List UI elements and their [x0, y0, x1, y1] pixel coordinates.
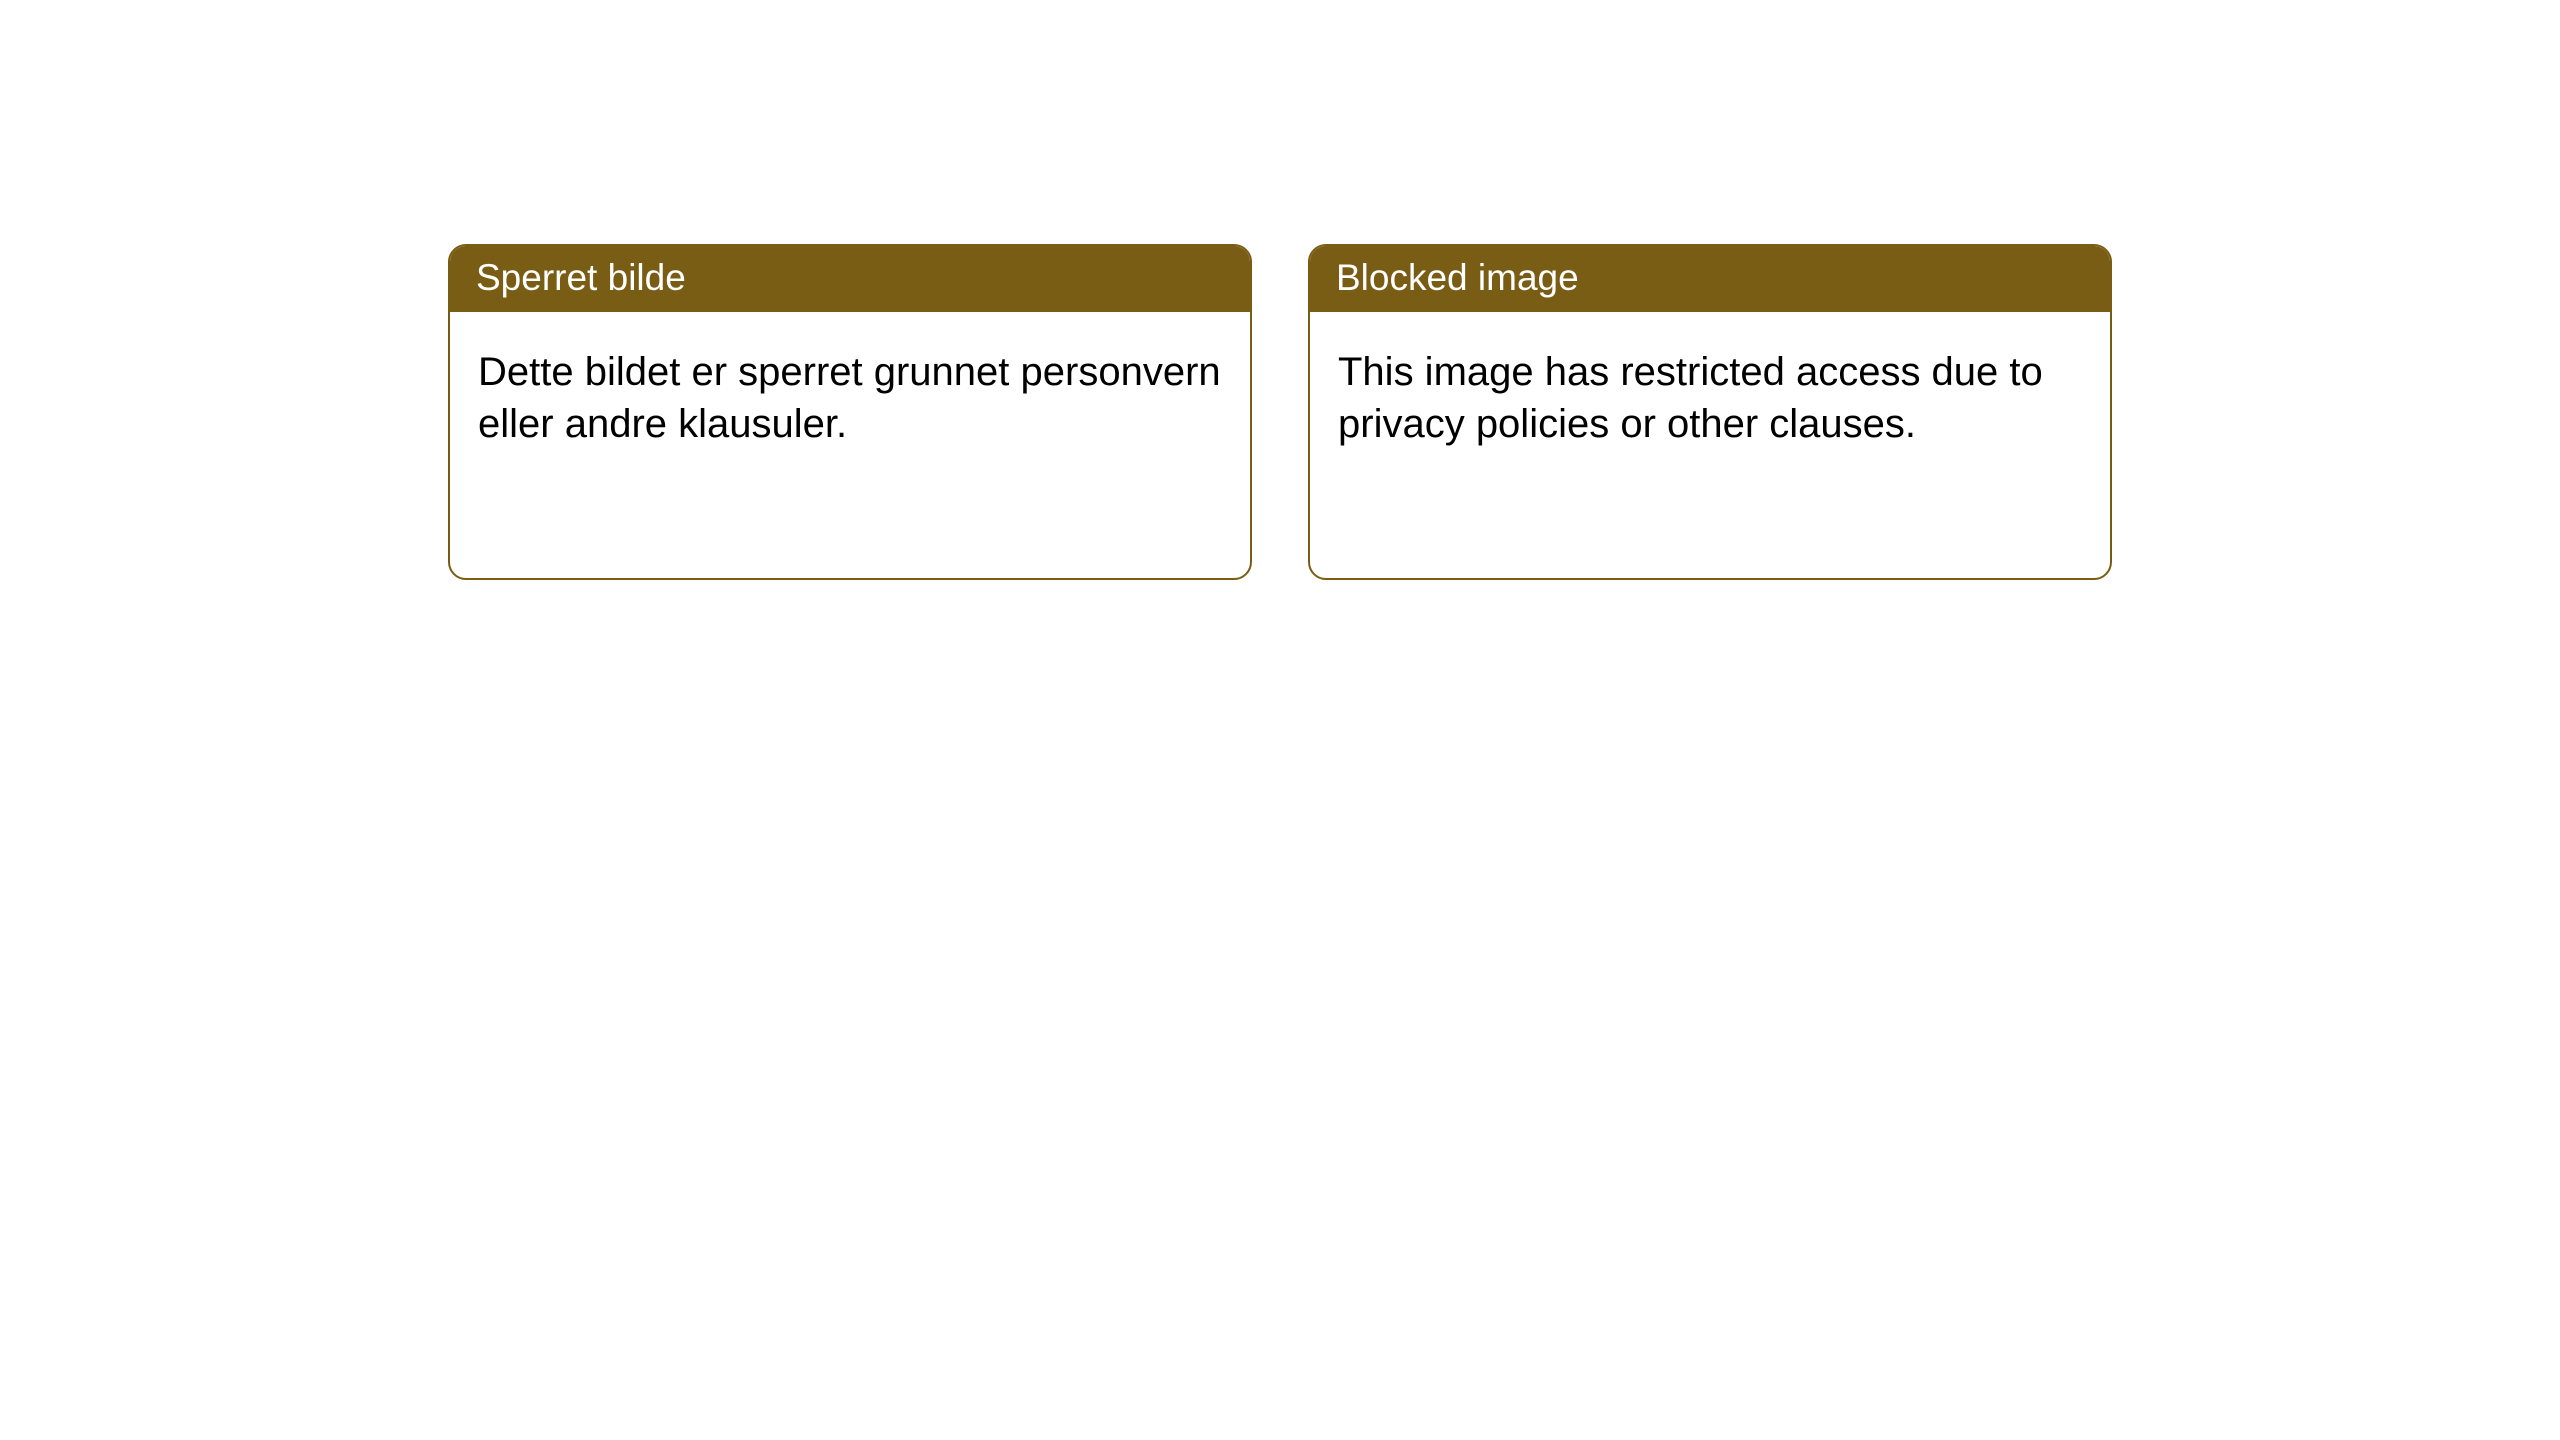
card-title-norwegian: Sperret bilde: [450, 246, 1250, 312]
blocked-image-card-norwegian: Sperret bilde Dette bildet er sperret gr…: [448, 244, 1252, 580]
card-body-english: This image has restricted access due to …: [1310, 312, 2110, 478]
message-container: Sperret bilde Dette bildet er sperret gr…: [0, 0, 2560, 580]
card-title-english: Blocked image: [1310, 246, 2110, 312]
card-body-norwegian: Dette bildet er sperret grunnet personve…: [450, 312, 1250, 478]
blocked-image-card-english: Blocked image This image has restricted …: [1308, 244, 2112, 580]
